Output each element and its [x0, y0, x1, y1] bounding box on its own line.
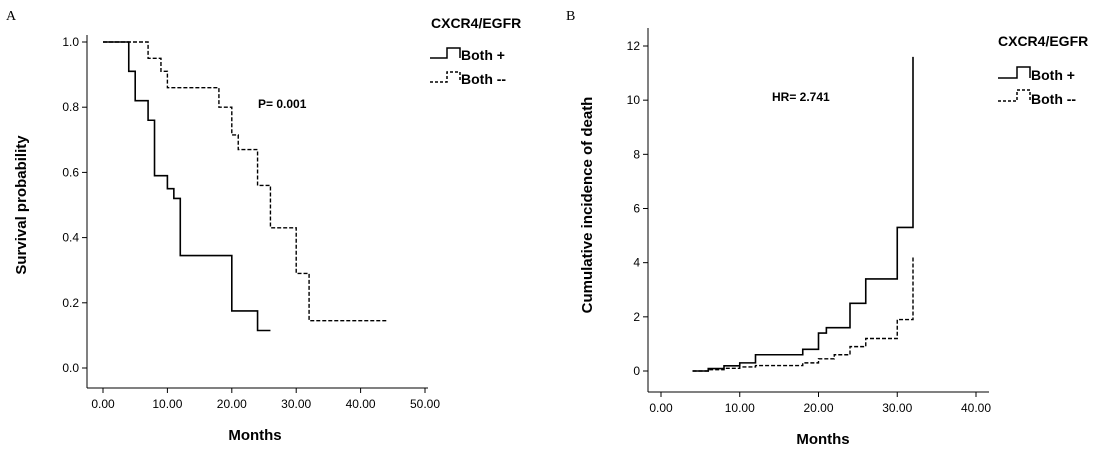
- panel-b-x-tick-label: 0.00: [649, 401, 673, 415]
- panel-b-legend-swatch-both-plus: [998, 66, 1031, 79]
- panel-a-p-value: P= 0.001: [258, 97, 307, 111]
- panel-b-legend: Both + Both --: [998, 66, 1076, 107]
- panel-a-legend: Both + Both --: [430, 47, 506, 87]
- panel-a-legend-label-both-plus: Both +: [461, 47, 505, 63]
- panel-a-y-tick-label: 0.8: [62, 100, 79, 114]
- panel-a-x-tick-label: 30.00: [281, 397, 311, 411]
- panel-b-plot-area: 0.00 10.00 20.00 30.00 40.00 0 2 4 6 8 10 12: [627, 28, 991, 415]
- panel-a-survival-chart: A Months Survival probability P= 0.001 C…: [6, 9, 521, 444]
- panel-b-curve-both-minus: [692, 257, 914, 372]
- panel-a-label: A: [6, 9, 17, 24]
- panel-b-y-tick-label: 4: [633, 256, 640, 270]
- panel-a-legend-label-both-minus: Both --: [461, 71, 506, 87]
- panel-a-legend-swatch-both-minus: [430, 71, 461, 83]
- panel-a-y-tick-label: 0.6: [62, 165, 79, 179]
- panel-b-label: B: [566, 9, 575, 24]
- panel-b-legend-title: CXCR4/EGFR: [998, 33, 1088, 49]
- panel-b-curve-both-plus: [692, 56, 914, 372]
- panel-a-x-tick-label: 0.00: [91, 397, 115, 411]
- panel-a-y-axis-title: Survival probability: [13, 135, 30, 275]
- panel-a-legend-title: CXCR4/EGFR: [431, 15, 521, 31]
- panel-b-legend-label-both-plus: Both +: [1031, 67, 1075, 83]
- panel-b-legend-label-both-minus: Both --: [1031, 91, 1076, 107]
- panel-b-x-axis-title: Months: [796, 431, 849, 448]
- panel-b-y-tick-label: 12: [627, 39, 641, 53]
- panel-a-x-tick-label: 50.00: [410, 397, 440, 411]
- panel-a-y-tick-label: 0.4: [62, 231, 79, 245]
- panel-a-x-tick-label: 10.00: [152, 397, 182, 411]
- panel-a-x-tick-label: 40.00: [346, 397, 376, 411]
- panel-a-plot-area: 0.00 10.00 20.00 30.00 40.00 50.00 0.0 0.2 0.4 0.…: [62, 35, 440, 411]
- panel-b-x-tick-label: 30.00: [882, 401, 912, 415]
- panel-b-hazard-ratio: HR= 2.741: [772, 90, 830, 104]
- panel-a-legend-swatch-both-plus: [430, 47, 461, 59]
- panel-b-y-tick-label: 0: [633, 364, 640, 378]
- panel-b-x-tick-label: 10.00: [725, 401, 755, 415]
- panel-a-y-tick-label: 0.2: [62, 296, 79, 310]
- panel-b-y-tick-label: 8: [633, 147, 640, 161]
- panel-b-y-tick-label: 2: [633, 310, 640, 324]
- panel-a-x-tick-label: 20.00: [217, 397, 247, 411]
- panel-a-curve-both-plus: [103, 41, 271, 332]
- panel-a-y-tick-label: 0.0: [62, 361, 79, 375]
- panel-b-y-tick-label: 6: [633, 202, 640, 216]
- panel-a-curve-both-minus: [103, 41, 387, 322]
- panel-b-x-tick-label: 40.00: [961, 401, 991, 415]
- panel-b-legend-swatch-both-minus: [998, 89, 1031, 102]
- panel-b-y-tick-label: 10: [627, 93, 641, 107]
- panel-a-y-tick-label: 1.0: [62, 35, 79, 49]
- panel-b-incidence-chart: B Months Cumulative incidence of death H…: [566, 9, 1088, 448]
- panel-b-x-tick-label: 20.00: [803, 401, 833, 415]
- panel-a-x-axis-title: Months: [228, 427, 281, 444]
- panel-b-y-axis-title: Cumulative incidence of death: [579, 97, 596, 314]
